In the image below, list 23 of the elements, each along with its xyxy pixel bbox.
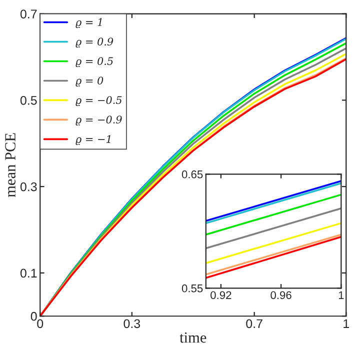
- legend-label: ϱ = 1: [76, 18, 102, 28]
- x-tick-label: 1: [338, 291, 344, 299]
- y-tick-label: 0.7: [20, 10, 37, 18]
- legend-label: ϱ = 0: [76, 76, 104, 87]
- y-tick-label: 0.5: [20, 96, 37, 105]
- x-tick-label: 0.92: [210, 291, 232, 300]
- legend-label: ϱ = −1: [76, 135, 110, 146]
- x-tick-label: 0.3: [124, 319, 140, 328]
- x-tick-label: 0.96: [270, 291, 292, 300]
- y-axis-title: mean PCE: [5, 133, 16, 198]
- legend-label: ϱ = 0.9: [76, 38, 114, 48]
- x-axis-title: time: [180, 332, 206, 343]
- legend-label: ϱ = −0.5: [76, 96, 122, 106]
- x-tick-label: 0: [37, 319, 44, 328]
- y-tick-label: 0.3: [20, 182, 37, 192]
- y-tick-label: 0: [30, 312, 37, 321]
- y-tick-label: 0.1: [20, 268, 37, 278]
- legend-label: ϱ = 0.5: [76, 57, 113, 68]
- y-tick-label: 0.55: [182, 284, 203, 292]
- x-tick-label: 1: [344, 319, 349, 328]
- legend-label: ϱ = −0.9: [76, 116, 122, 126]
- y-tick-label: 0.65: [182, 170, 203, 178]
- x-tick-label: 0.7: [246, 319, 262, 328]
